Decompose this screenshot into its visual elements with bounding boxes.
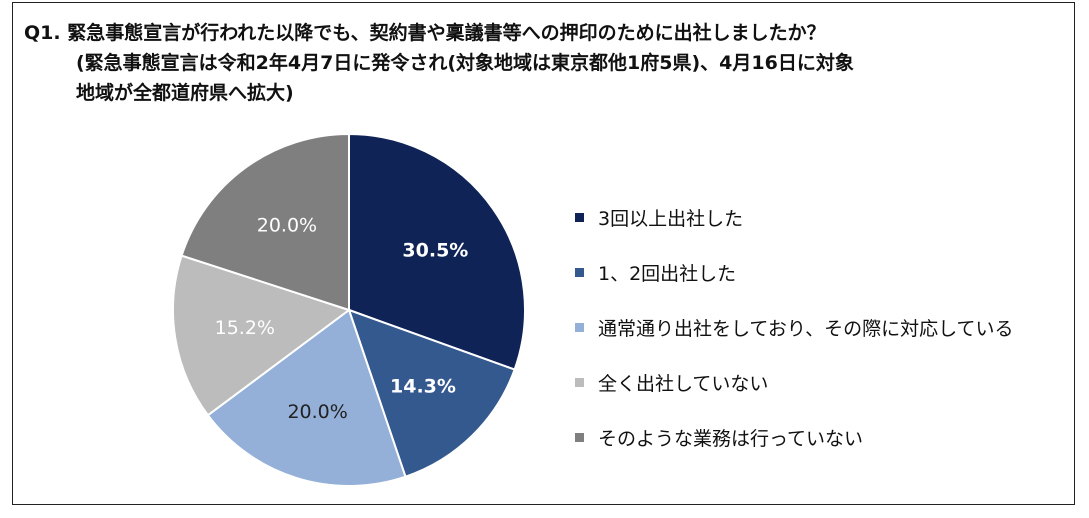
legend-item-4: 全く出社していない xyxy=(575,368,1055,396)
pie-slice-1 xyxy=(348,132,526,371)
legend-swatch-2 xyxy=(575,267,584,277)
legend-label-4: 全く出社していない xyxy=(598,372,769,395)
data-label-4: 15.2% xyxy=(215,317,275,339)
data-label-5: 20.0% xyxy=(257,215,317,237)
pie-slice-3 xyxy=(206,308,407,487)
pie-chart: 30.5% 14.3% 20.0% 15.2% 20.0% xyxy=(160,131,530,491)
chart-title: Q1. 緊急事態宣言が行われた以降でも、契約書や稟議書等への押印のために出社しま… xyxy=(24,18,1024,108)
legend-item-2: 1、2回出社した xyxy=(575,258,1055,286)
pie-svg: 30.5% 14.3% 20.0% 15.2% 20.0% xyxy=(172,132,526,487)
pie-slice-5 xyxy=(180,132,350,312)
data-label-2: 14.3% xyxy=(390,375,456,397)
data-label-1: 30.5% xyxy=(402,239,468,261)
title-line-2: (緊急事態宣言は令和2年4月7日に発令され(対象地域は東京都他1府5県)、4月1… xyxy=(76,52,854,74)
title-line-3: 地域が全都道府県へ拡大) xyxy=(76,82,294,104)
legend-item-1: 3回以上出社した xyxy=(575,203,1055,231)
legend-item-5: そのような業務は行っていない xyxy=(575,423,1055,451)
pie-slice-4 xyxy=(172,254,352,417)
data-label-3: 20.0% xyxy=(287,401,347,423)
pie-slice-2 xyxy=(347,308,516,478)
legend-label-2: 1、2回出社した xyxy=(598,262,737,285)
legend-swatch-4 xyxy=(575,377,584,387)
legend-label-5: そのような業務は行っていない xyxy=(598,427,864,450)
title-line-1: Q1. 緊急事態宣言が行われた以降でも、契約書や稟議書等への押印のために出社しま… xyxy=(24,22,826,44)
legend-swatch-3 xyxy=(575,322,584,332)
legend-item-3: 通常通り出社をしており、その際に対応している xyxy=(575,313,1055,341)
legend-swatch-1 xyxy=(575,212,584,222)
legend-label-3: 通常通り出社をしており、その際に対応している xyxy=(598,317,1014,340)
legend-swatch-5 xyxy=(575,432,584,442)
legend: 3回以上出社した 1、2回出社した通常通り出社をしており、その際に対応している 全く… xyxy=(575,203,1055,478)
legend-label-1: 3回以上出社した xyxy=(598,207,744,230)
